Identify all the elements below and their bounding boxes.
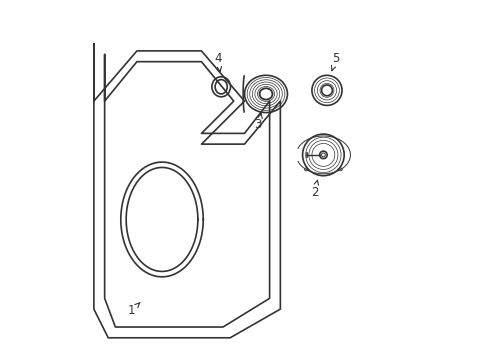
Text: 3: 3 [254,114,262,131]
Text: 5: 5 [331,52,339,71]
Text: 1: 1 [127,302,140,318]
Text: 4: 4 [214,52,221,71]
Text: 2: 2 [310,180,318,199]
